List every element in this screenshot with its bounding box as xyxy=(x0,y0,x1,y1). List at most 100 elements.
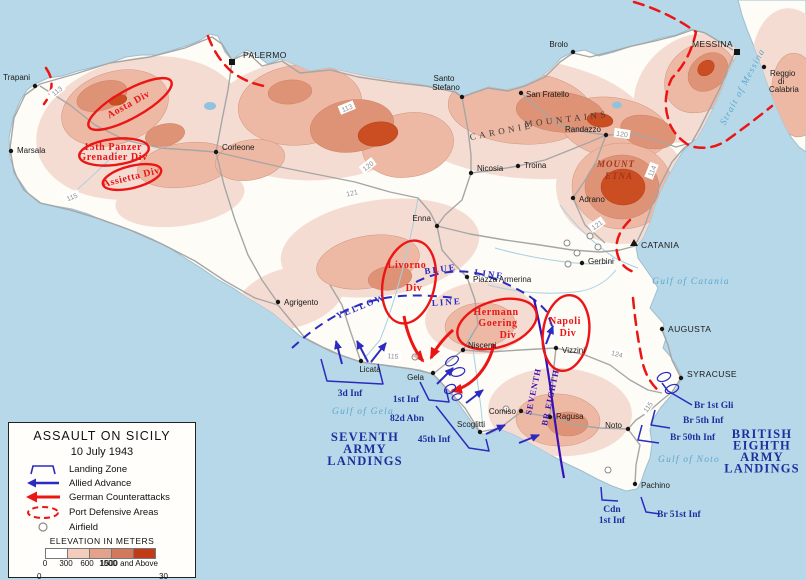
unit-label-br-50th-inf: Br 50th Inf xyxy=(670,433,716,443)
map-title: ASSAULT ON SICILY xyxy=(33,429,171,443)
road-number: 114 xyxy=(648,165,659,178)
city-label: Agrigento xyxy=(284,298,319,307)
catania-defenses xyxy=(615,218,636,274)
unit-label-text: Br 51st Inf xyxy=(657,510,701,520)
road-number: 113 xyxy=(341,104,354,115)
city-label: Niscemi xyxy=(468,341,497,350)
landing-bracket-3d-inf xyxy=(320,358,384,385)
unit-label-82d-abn: 82d Abn xyxy=(390,414,425,424)
division-label: Napoli xyxy=(549,316,581,327)
city-label: Nicosia xyxy=(477,164,504,173)
city-label: Adrano xyxy=(579,195,605,204)
legend-item-airfield: Airfield xyxy=(17,520,187,534)
phase-lines xyxy=(291,270,553,349)
landing-bracket-br-1st-gli xyxy=(661,382,693,406)
city-label: Calabria xyxy=(769,85,799,94)
roads xyxy=(9,29,736,485)
airfield-icon xyxy=(586,232,594,240)
city-label: Troina xyxy=(524,161,547,170)
city-label: Licata xyxy=(359,365,381,374)
army-boundary-line xyxy=(532,298,566,479)
city-gerbini: Gerbini xyxy=(579,257,614,266)
landing-zone-brackets xyxy=(320,358,693,515)
army-label-line: ARMY xyxy=(343,442,387,456)
city-label: San Fratello xyxy=(526,90,570,99)
unit-label-text: 82d Abn xyxy=(390,414,425,424)
city-comiso: Comiso xyxy=(489,407,524,416)
landing-bracket-cdn-1st-inf xyxy=(600,486,619,502)
city-label: Pachino xyxy=(641,481,670,490)
road-number: 115 xyxy=(387,353,399,361)
landing-bracket-br-50th-inf xyxy=(637,424,660,444)
water-label: Gulf of Gela xyxy=(332,406,394,417)
city-label: Reggio xyxy=(770,69,796,78)
airfield-icon xyxy=(573,249,581,257)
division-label: 15th Panzer xyxy=(84,142,142,153)
city-vizzini: Vizzini xyxy=(553,345,585,355)
road-shield-115: 115 xyxy=(62,189,81,204)
division-livorno: Livorno Div xyxy=(380,239,438,325)
unit-label-45th-inf: 45th Inf xyxy=(418,435,451,445)
yellow-line xyxy=(291,294,457,349)
elevation-tick-label: 1500 and Above xyxy=(100,559,158,568)
rivers xyxy=(69,147,639,429)
unit-label-text: 45th Inf xyxy=(418,435,451,445)
division-label: Goering xyxy=(478,318,517,329)
city-scoglitti: Scoglitti xyxy=(457,420,485,435)
road-number: 121 xyxy=(346,189,359,198)
city-label: MESSINA xyxy=(692,39,733,49)
palermo-defenses xyxy=(206,34,272,89)
unit-label-text: 1st Inf xyxy=(393,395,420,405)
water-label: Gulf of Noto xyxy=(658,454,720,465)
unit-label-br-1st-gli: Br 1st Gli xyxy=(694,401,734,411)
miles-scale: 0 30 Miles xyxy=(17,572,187,580)
airfields xyxy=(411,232,612,474)
elevation-swatch xyxy=(134,548,156,559)
city-enna: Enna xyxy=(412,214,440,229)
unit-label-text: Br 5th Inf xyxy=(683,416,724,426)
road-shield-115: 115 xyxy=(384,350,402,361)
airfield-legend-icon xyxy=(17,521,69,533)
city-label: AUGUSTA xyxy=(668,324,711,334)
elevation-swatch xyxy=(112,548,134,559)
road-shield-120: 120 xyxy=(613,127,631,139)
german-counterattack-icon xyxy=(17,491,69,503)
city-label: Ragusa xyxy=(556,412,584,421)
map-date: 10 July 1943 xyxy=(70,446,134,458)
city-label: CATANIA xyxy=(641,240,679,250)
unit-label-br-5th-inf: Br 5th Inf xyxy=(683,416,724,426)
airfield-icon xyxy=(564,260,572,268)
legend-item-german-counterattacks: German Counterattacks xyxy=(17,490,187,504)
landing-zone-icon xyxy=(17,463,69,476)
phase-line-label: LINE xyxy=(431,296,462,308)
city-randazzo: Randazzo xyxy=(565,125,609,138)
legend-panel: ASSAULT ON SICILY 10 July 1943 Landing Z… xyxy=(8,422,196,580)
division-label: Div xyxy=(406,283,423,294)
unit-label-br-51st-inf: Br 51st Inf xyxy=(657,510,701,520)
unit-label-text: Cdn xyxy=(603,505,621,515)
phase-line-label: BLUE xyxy=(424,262,458,276)
city-messina: MESSINA xyxy=(692,39,740,55)
road-shield-121: 121 xyxy=(343,186,361,199)
city-label: PALERMO xyxy=(243,50,287,60)
city-troina: Troina xyxy=(515,161,547,170)
city-pachino: Pachino xyxy=(632,481,670,490)
road-shield-113: 113 xyxy=(337,100,356,115)
city-niscemi: Niscemi xyxy=(460,341,497,353)
elevation-swatch xyxy=(45,548,68,559)
elevation-tick-label: 0 xyxy=(42,559,48,568)
division-label: Livorno xyxy=(388,260,427,271)
german-counterattack-arrows xyxy=(402,315,496,394)
region-label: ETNA xyxy=(604,171,633,181)
city-label: Scoglitti xyxy=(457,420,485,429)
airfield-icon xyxy=(594,243,602,251)
